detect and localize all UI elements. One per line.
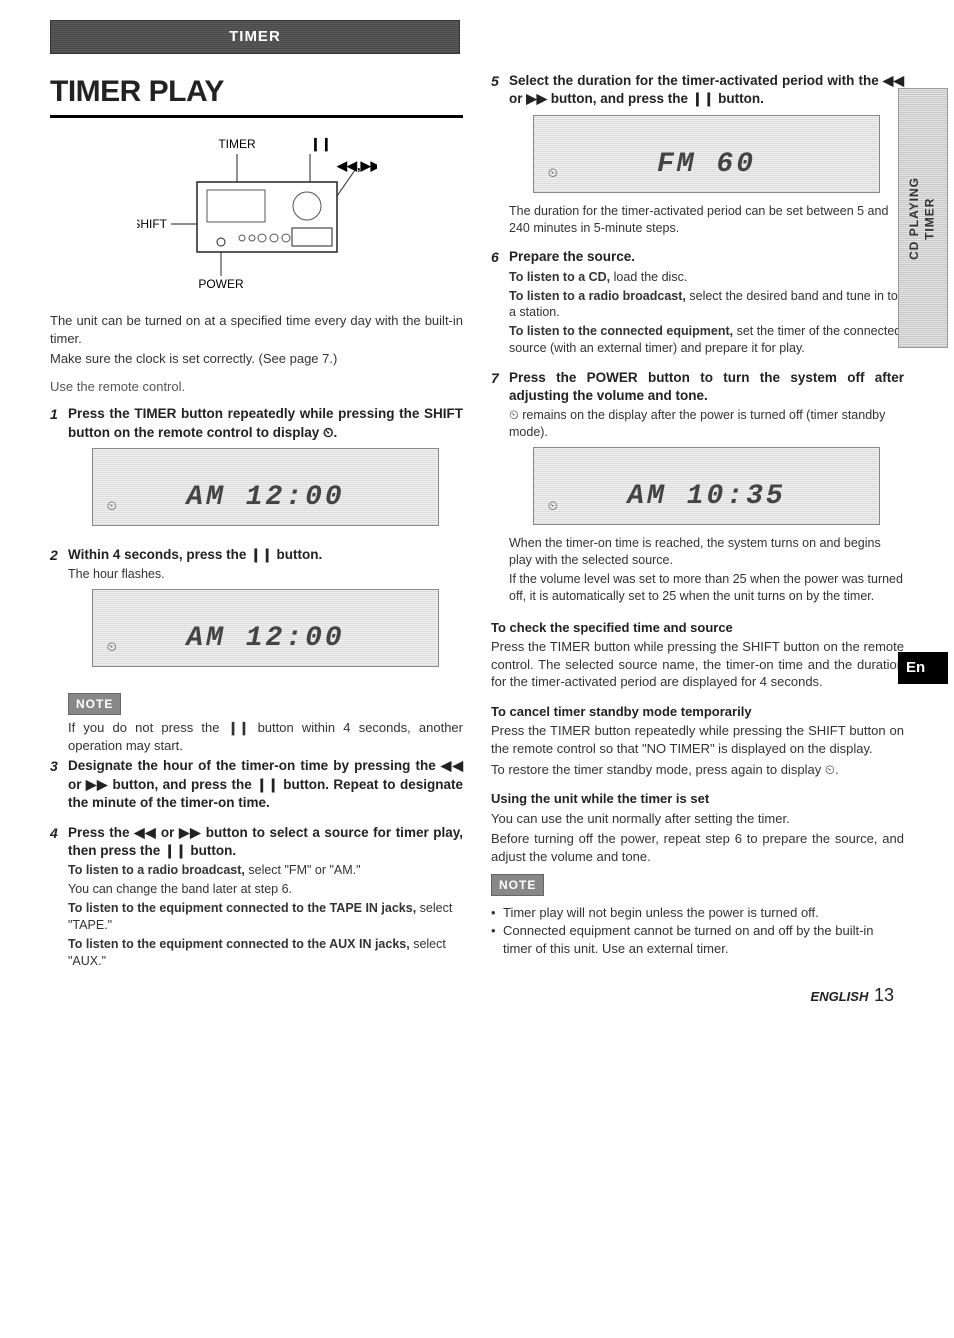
step-3: 3 Designate the hour of the timer-on tim… [50,757,463,814]
step-7-after1: When the timer-on time is reached, the s… [509,535,904,569]
section-header: TIMER [50,20,460,54]
cancel-head: To cancel timer standby mode temporarily [491,703,904,721]
side-tab: CD PLAYING TIMER [898,88,948,348]
step-4-l2: You can change the band later at step 6. [68,881,463,898]
step-2: 2 Within 4 seconds, press the ❙❙ button.… [50,546,463,677]
note-2-b2: Connected equipment cannot be turned on … [503,922,904,957]
lcd-display-2: ⏲ AM 12:00 [92,589,440,667]
clock-icon: ⏲ [107,497,117,515]
note-2-tag: NOTE [491,874,544,896]
page-title: TIMER PLAY [50,72,463,118]
cancel-p2: To restore the timer standby mode, press… [491,761,904,779]
step-num: 6 [491,248,509,359]
intro-p1: The unit can be turned on at a specified… [50,312,463,347]
note-1-body: If you do not press the ❙❙ button within… [68,719,463,754]
step-num: 5 [491,72,509,238]
step-num: 7 [491,369,509,607]
footer-page: 13 [874,985,894,1005]
step-5-sub: The duration for the timer-activated per… [509,203,904,237]
footer: ENGLISH 13 [811,983,894,1007]
lcd-display-4: ⏲ AM 10:35 [533,447,881,525]
step-1: 1 Press the TIMER button repeatedly whil… [50,405,463,535]
step-7-head: Press the POWER button to turn the syste… [509,369,904,405]
intro-p3: Use the remote control. [50,378,463,396]
side-tab-line2: TIMER [923,197,937,239]
step-4-l3: To listen to the equipment connected to … [68,900,463,934]
step-6: 6 Prepare the source. To listen to a CD,… [491,248,904,359]
lcd-display-3: ⏲ FM 60 [533,115,881,193]
step-2-sub: The hour flashes. [68,566,463,583]
side-tab-line1: CD PLAYING [907,177,921,260]
language-indicator: En [898,652,948,684]
step-6-l2: To listen to a radio broadcast, select t… [509,288,904,322]
cancel-p1: Press the TIMER button repeatedly while … [491,722,904,757]
intro-p2: Make sure the clock is set correctly. (S… [50,350,463,368]
step-5-head: Select the duration for the timer-activa… [509,72,904,108]
clock-icon: ⏲ [107,638,117,656]
check-head: To check the specified time and source [491,619,904,637]
step-7-after2: If the volume level was set to more than… [509,571,904,605]
step-4-l4: To listen to the equipment connected to … [68,936,463,970]
step-2-head: Within 4 seconds, press the ❙❙ button. [68,546,463,564]
step-6-l3: To listen to the connected equipment, se… [509,323,904,357]
right-column: 5 Select the duration for the timer-acti… [491,72,904,981]
check-body: Press the TIMER button while pressing th… [491,638,904,691]
step-4-l1: To listen to a radio broadcast, select "… [68,862,463,879]
lcd-text-3: FM 60 [657,146,756,184]
note-2-b1: Timer play will not begin unless the pow… [503,904,819,922]
diagram-label-shift: SHIFT [137,217,168,231]
left-column: TIMER PLAY TIMER ❙❙ ◀◀,▶▶ SHIFT POWER [50,72,463,981]
clock-icon: ⏲ [548,164,558,182]
step-1-head: Press the TIMER button repeatedly while … [68,405,463,441]
diagram-label-seek: ◀◀,▶▶ [336,158,377,173]
step-num: 1 [50,405,68,535]
step-num: 2 [50,546,68,677]
step-4-head: Press the ◀◀ or ▶▶ button to select a so… [68,824,463,860]
diagram-label-power: POWER [198,277,244,291]
note-2-bullets: •Timer play will not begin unless the po… [491,904,904,957]
note-tag: NOTE [68,693,121,715]
diagram-label-timer: TIMER [218,137,256,151]
step-4: 4 Press the ◀◀ or ▶▶ button to select a … [50,824,463,972]
note-1: NOTE If you do not press the ❙❙ button w… [68,687,463,754]
step-6-head: Prepare the source. [509,248,904,266]
diagram-label-pause: ❙❙ [310,136,332,152]
clock-icon: ⏲ [548,497,558,515]
step-6-l1: To listen to a CD, load the disc. [509,269,904,286]
footer-lang: ENGLISH [811,989,869,1004]
step-3-head: Designate the hour of the timer-on time … [68,757,463,812]
step-7: 7 Press the POWER button to turn the sys… [491,369,904,607]
using-head: Using the unit while the timer is set [491,790,904,808]
lcd-text-2: AM 12:00 [186,620,344,658]
lcd-text-4: AM 10:35 [627,478,785,516]
step-7-sub: ⏲ remains on the display after the power… [509,407,904,441]
step-num: 3 [50,757,68,814]
using-p1: You can use the unit normally after sett… [491,810,904,828]
device-diagram: TIMER ❙❙ ◀◀,▶▶ SHIFT POWER [50,134,463,299]
step-num: 4 [50,824,68,972]
step-5: 5 Select the duration for the timer-acti… [491,72,904,238]
lcd-text-1: AM 12:00 [186,479,344,517]
lcd-display-1: ⏲ AM 12:00 [92,448,440,526]
using-p2: Before turning off the power, repeat ste… [491,830,904,865]
